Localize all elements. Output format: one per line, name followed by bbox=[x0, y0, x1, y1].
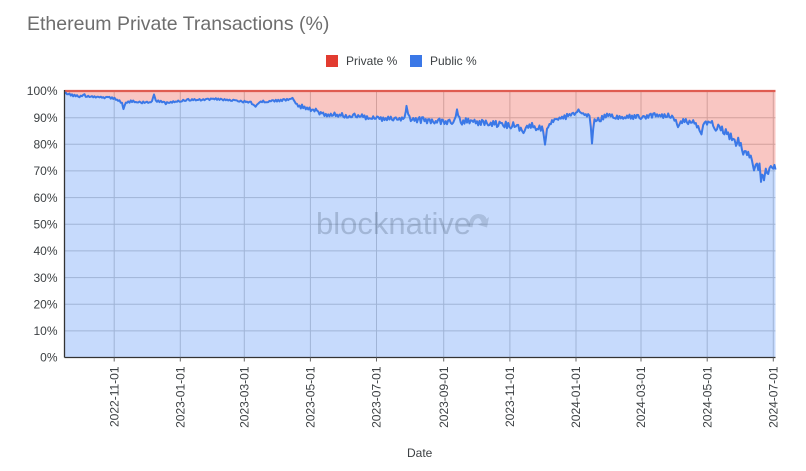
svg-text:2023-07-01: 2023-07-01 bbox=[370, 366, 384, 428]
svg-text:2023-03-01: 2023-03-01 bbox=[238, 366, 252, 428]
svg-text:0%: 0% bbox=[40, 351, 58, 365]
svg-text:50%: 50% bbox=[33, 217, 57, 231]
svg-text:2023-01-01: 2023-01-01 bbox=[174, 366, 188, 428]
svg-text:2024-03-01: 2024-03-01 bbox=[634, 366, 648, 428]
svg-text:2023-05-01: 2023-05-01 bbox=[304, 366, 318, 428]
svg-text:2024-05-01: 2024-05-01 bbox=[700, 366, 714, 428]
svg-text:90%: 90% bbox=[33, 111, 57, 125]
svg-text:40%: 40% bbox=[33, 244, 57, 258]
svg-text:60%: 60% bbox=[33, 191, 57, 205]
svg-text:10%: 10% bbox=[33, 324, 57, 338]
svg-text:80%: 80% bbox=[33, 138, 57, 152]
svg-text:100%: 100% bbox=[27, 84, 58, 98]
svg-text:70%: 70% bbox=[33, 164, 57, 178]
svg-text:20%: 20% bbox=[33, 297, 57, 311]
svg-text:2024-01-01: 2024-01-01 bbox=[569, 366, 583, 428]
svg-text:2023-11-01: 2023-11-01 bbox=[503, 366, 517, 427]
svg-text:30%: 30% bbox=[33, 271, 57, 285]
svg-text:2022-11-01: 2022-11-01 bbox=[107, 366, 121, 427]
svg-text:2023-09-01: 2023-09-01 bbox=[437, 366, 451, 428]
svg-text:2024-07-01: 2024-07-01 bbox=[767, 366, 781, 428]
